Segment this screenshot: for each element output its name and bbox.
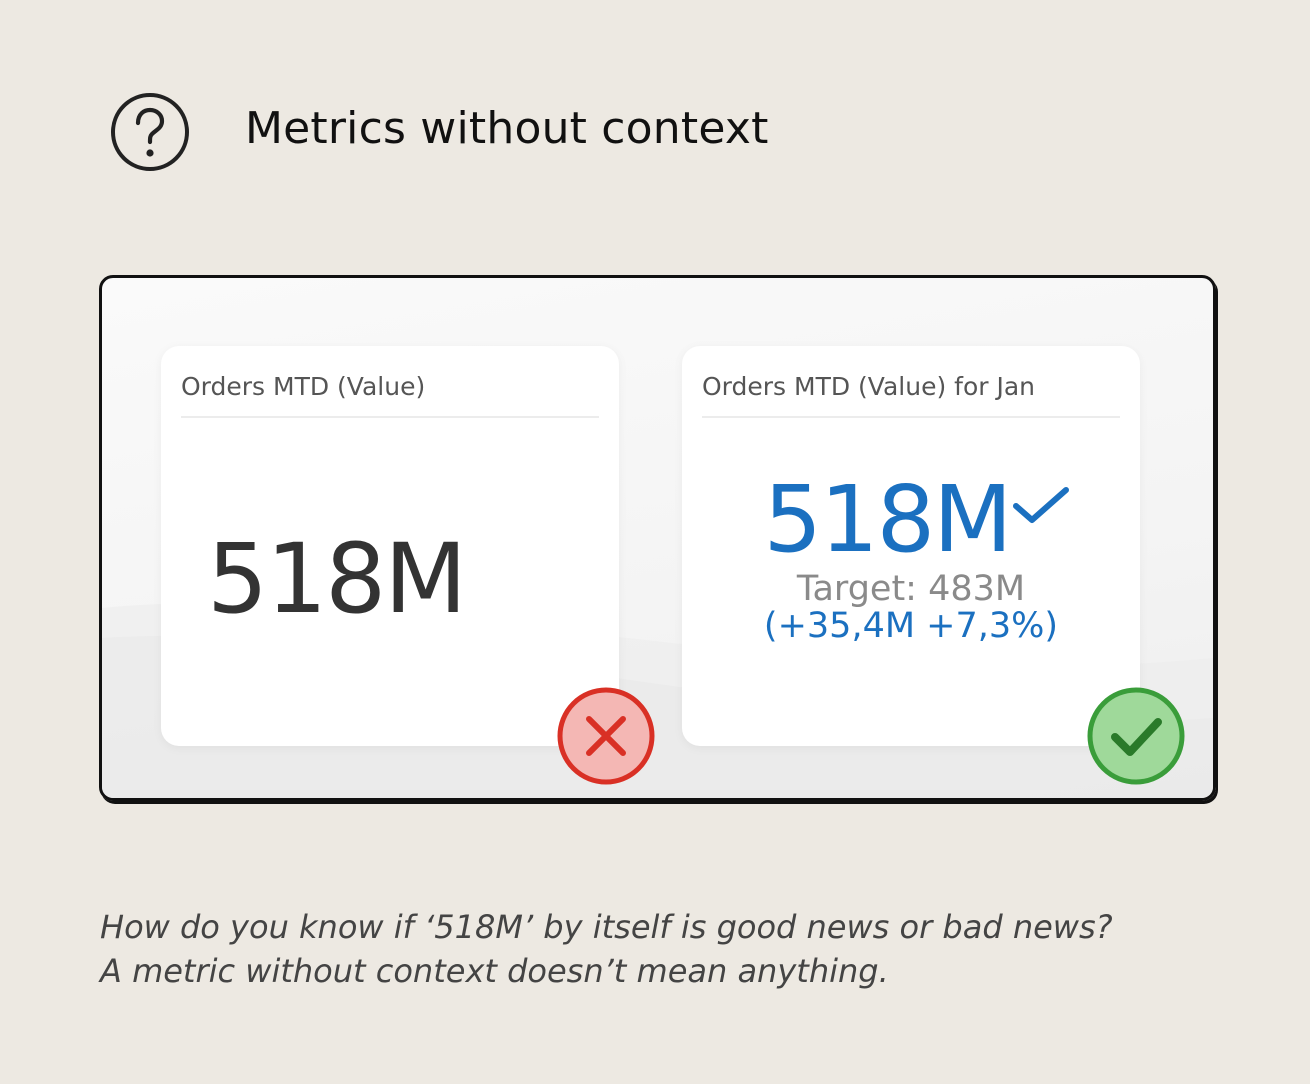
card-title: Orders MTD (Value) [181,372,426,401]
kpi-value: 518M [207,523,467,635]
card-title: Orders MTD (Value) for Jan [702,372,1036,401]
card-divider [181,416,599,418]
question-circle-icon [111,93,189,171]
caption: How do you know if ‘518M’ by itself is g… [100,905,1113,993]
kpi-value-row: 518M [764,474,1071,566]
check-circle-icon [1087,687,1185,785]
comparison-panel: Orders MTD (Value) 518M Orders MTD (Valu… [99,275,1216,801]
cross-circle-icon [557,687,655,785]
kpi-card-without-context: Orders MTD (Value) 518M [161,346,619,746]
card-divider [702,416,1120,418]
kpi-card-with-context: Orders MTD (Value) for Jan 518M Target: … [682,346,1140,746]
caption-line: How do you know if ‘518M’ by itself is g… [100,908,1113,946]
kpi-variance: (+35,4M +7,3%) [763,606,1059,646]
kpi-value: 518M [763,466,1013,573]
checkmark-icon [1013,487,1070,523]
caption-line: A metric without context doesn’t mean an… [100,952,889,990]
kpi-target: Target: 483M [796,569,1026,609]
page-title: Metrics without context [245,103,769,154]
kpi-group: 518M Target: 483M (+35,4M +7,3%) [682,474,1140,644]
